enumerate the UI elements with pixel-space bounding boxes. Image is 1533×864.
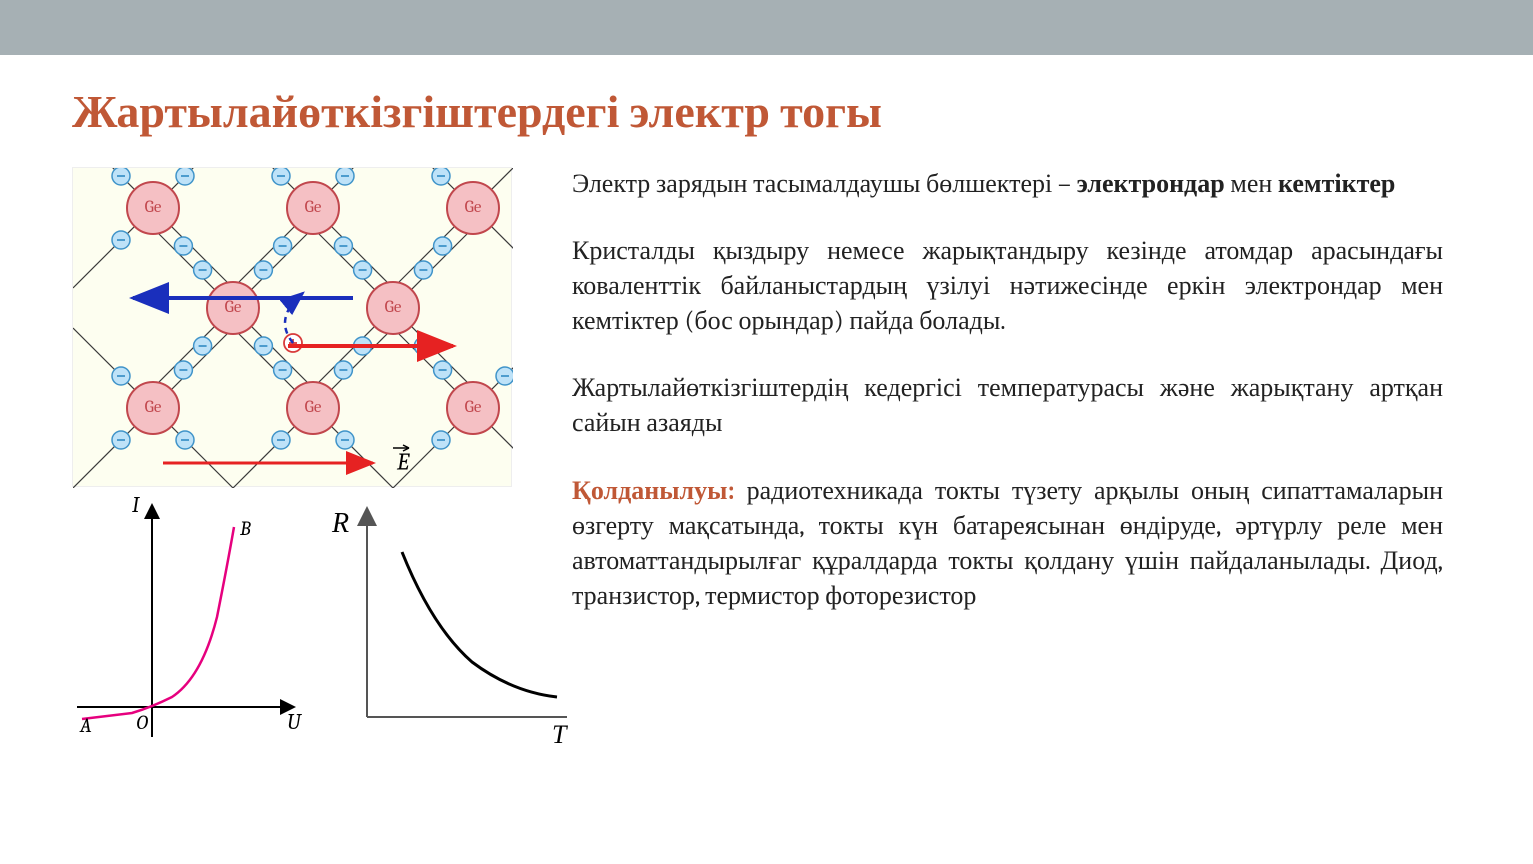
svg-text:I: I	[132, 497, 140, 518]
columns: GeGeGeGeGeGeGeGeE IUOAB RT Электр заряды…	[72, 167, 1473, 751]
p1-text-a: Электр зарядын тасымалдаушы бөлшектері –	[572, 169, 1077, 199]
p1-bold-1: электрондар	[1077, 169, 1225, 199]
p4-label: Қолданылуы:	[572, 476, 735, 506]
right-column: Электр зарядын тасымалдаушы бөлшектері –…	[572, 167, 1473, 751]
iv-graph: I U O A B	[72, 497, 302, 751]
svg-text:Ge: Ge	[465, 198, 482, 217]
paragraph-1: Электр зарядын тасымалдаушы бөлшектері –…	[572, 167, 1443, 202]
paragraph-4: Қолданылуы: радиотехникада токты түзету …	[572, 474, 1443, 614]
slide-top-bar	[0, 0, 1533, 55]
svg-text:E: E	[396, 448, 410, 476]
svg-text:U: U	[287, 709, 302, 735]
iv-graph-svg: I U O A B	[72, 497, 302, 747]
slide-title: Жартылайөткізгіштердегі электр тогы	[72, 85, 1473, 139]
svg-text:O: O	[136, 711, 148, 734]
svg-text:T: T	[552, 720, 568, 747]
p1-bold-2: кемтіктер	[1278, 169, 1395, 199]
left-column: GeGeGeGeGeGeGeGeE IUOAB RT	[72, 167, 532, 751]
svg-text:A: A	[79, 714, 92, 737]
graphs-row: IUOAB RT	[72, 497, 532, 751]
svg-text:Ge: Ge	[145, 398, 162, 417]
paragraph-2: Кристалды қыздыру немесе жарықтандыру ке…	[572, 234, 1443, 339]
svg-text:Ge: Ge	[385, 298, 402, 317]
svg-text:B: B	[239, 517, 251, 540]
svg-text:Ge: Ge	[305, 398, 322, 417]
paragraph-3: Жартылайөткізгіштердің кедергісі темпера…	[572, 371, 1443, 441]
rt-graph: RT	[322, 497, 572, 751]
svg-text:Ge: Ge	[225, 298, 242, 317]
lattice-diagram: Ge Ge Ge Ge Ge Ge Ge Ge E	[72, 167, 512, 487]
svg-text:R: R	[331, 508, 349, 539]
p1-text-c: мен	[1225, 169, 1278, 199]
svg-text:Ge: Ge	[145, 198, 162, 217]
svg-text:Ge: Ge	[305, 198, 322, 217]
rt-graph-svg: RT	[322, 497, 572, 747]
slide-content: Жартылайөткізгіштердегі электр тогы GeGe…	[0, 55, 1533, 751]
lattice-svg: Ge Ge Ge Ge Ge Ge Ge Ge E	[73, 168, 513, 488]
svg-text:Ge: Ge	[465, 398, 482, 417]
